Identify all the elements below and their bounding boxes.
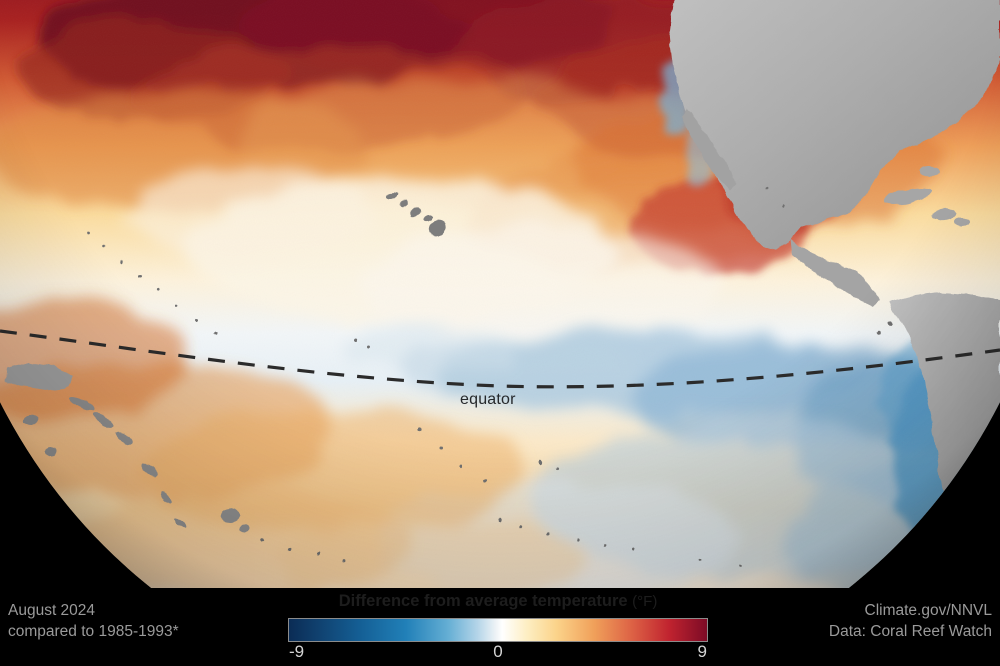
legend-units: (°F) <box>632 593 658 610</box>
globe-panel: equator <box>0 0 1000 588</box>
colorbar-tick-max: 9 <box>697 642 707 661</box>
colorbar-tick-mid: 0 <box>493 642 503 661</box>
colorbar-gradient <box>288 618 708 642</box>
attribution-line2: Data: Coral Reef Watch <box>828 623 992 640</box>
globe-limb-shading <box>0 0 1000 588</box>
color-legend: Difference from average temperature (°F)… <box>288 588 708 666</box>
equator-label: equator <box>460 391 516 408</box>
date-caption-line2: compared to 1985-1993* <box>8 623 179 640</box>
colorbar-ticks: -9 0 9 <box>288 642 708 666</box>
date-caption-line1: August 2024 <box>8 602 96 619</box>
attribution: Climate.gov/NNVL Data: Coral Reef Watch <box>829 600 992 642</box>
date-caption: August 2024 compared to 1985-1993* <box>8 600 179 642</box>
legend-title: Difference from average temperature (°F) <box>339 592 658 611</box>
globe-disc <box>0 0 1000 588</box>
caption-bar: August 2024 compared to 1985-1993* Diffe… <box>0 588 1000 666</box>
legend-title-text: Difference from average temperature <box>338 592 628 610</box>
attribution-line1: Climate.gov/NNVL <box>864 602 993 619</box>
colorbar-tick-min: -9 <box>289 642 305 661</box>
sst-anomaly-globe <box>0 0 1000 588</box>
